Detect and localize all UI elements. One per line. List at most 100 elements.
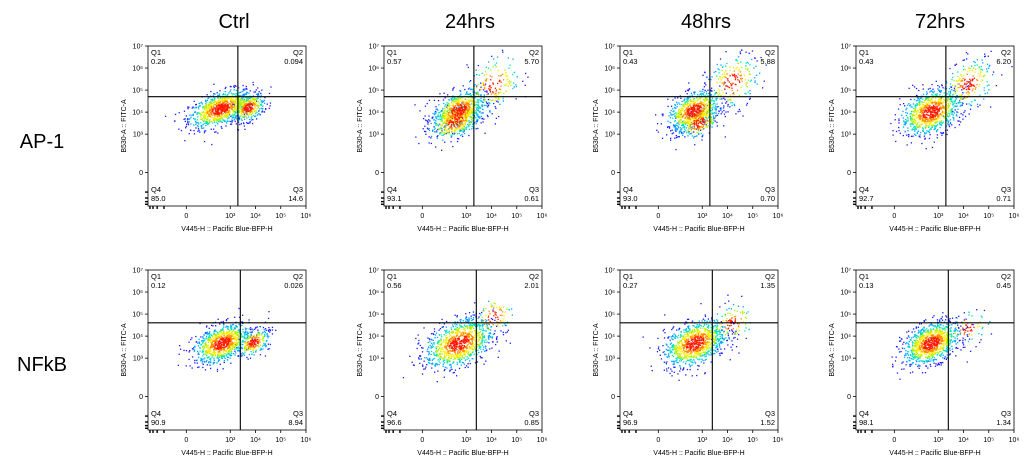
event-point <box>471 107 473 109</box>
event-point <box>656 123 659 125</box>
event-point <box>205 121 207 123</box>
event-point <box>261 107 263 109</box>
event-point <box>962 102 964 105</box>
event-point <box>910 98 912 101</box>
event-point <box>959 77 961 79</box>
event-point <box>177 364 179 366</box>
event-point <box>441 129 443 132</box>
event-point <box>459 95 461 97</box>
event-point <box>257 100 259 103</box>
event-point <box>204 106 206 108</box>
event-point <box>494 106 496 108</box>
event-point <box>937 110 939 113</box>
event-point <box>432 130 434 132</box>
event-point <box>726 99 729 101</box>
event-point <box>458 109 460 111</box>
event-point <box>483 83 485 85</box>
event-point <box>452 121 455 123</box>
event-point <box>660 123 662 125</box>
event-point <box>249 97 251 99</box>
event-point <box>455 116 457 118</box>
event-point <box>246 97 248 99</box>
event-point <box>445 122 447 124</box>
event-point <box>733 93 735 95</box>
event-point <box>485 101 487 103</box>
event-point <box>184 118 186 120</box>
event-point <box>689 104 691 106</box>
event-point <box>224 93 227 96</box>
event-point <box>464 108 467 110</box>
event-point <box>713 89 715 92</box>
event-point <box>937 103 939 105</box>
event-point <box>696 112 698 114</box>
event-point <box>678 111 680 113</box>
event-point <box>898 122 900 124</box>
event-point <box>972 75 974 77</box>
event-point <box>962 77 964 80</box>
event-point <box>700 125 702 127</box>
event-point <box>741 77 743 80</box>
event-point <box>227 112 229 114</box>
event-point <box>222 119 224 121</box>
event-point <box>986 68 988 70</box>
event-point <box>441 132 443 134</box>
event-point <box>934 108 936 110</box>
event-point <box>236 109 238 111</box>
event-point <box>910 142 912 144</box>
quadrant-name-q1: Q1 <box>387 48 397 57</box>
event-point <box>732 67 735 69</box>
event-point <box>463 119 465 122</box>
event-point <box>704 116 707 118</box>
event-point <box>937 110 939 112</box>
y-axis-label: B530-A :: FITC-A <box>829 99 836 153</box>
event-point <box>443 112 445 114</box>
event-point <box>926 117 928 119</box>
y-tick-label: 10⁷ <box>369 44 380 51</box>
event-point <box>450 141 452 143</box>
event-point <box>454 117 456 119</box>
event-point <box>918 124 921 126</box>
event-point <box>931 108 933 110</box>
event-point <box>675 127 677 129</box>
event-point <box>953 117 955 119</box>
event-point <box>706 106 708 108</box>
event-point <box>463 127 465 129</box>
event-point <box>921 109 923 111</box>
event-point <box>464 112 467 115</box>
quadrant-value-q3: 0.71 <box>996 194 1011 203</box>
event-point <box>955 114 957 116</box>
event-point <box>459 124 461 126</box>
event-point <box>227 120 229 122</box>
event-point <box>422 128 424 130</box>
x-tick-label: 10³ <box>697 213 708 220</box>
event-point <box>932 125 934 127</box>
event-point <box>247 97 249 99</box>
event-point <box>234 103 236 105</box>
event-point <box>930 90 932 92</box>
event-point <box>230 86 232 88</box>
event-point <box>680 113 682 115</box>
event-point <box>716 106 718 108</box>
event-point <box>460 104 462 106</box>
event-point <box>263 111 266 113</box>
event-point <box>929 105 931 107</box>
event-point <box>433 99 436 101</box>
event-point <box>957 108 959 110</box>
event-point <box>206 108 208 110</box>
event-point <box>936 107 939 109</box>
event-point <box>739 74 741 77</box>
event-point <box>465 106 467 108</box>
event-point <box>966 82 968 85</box>
event-point <box>704 121 706 123</box>
event-point <box>450 115 453 117</box>
event-point <box>234 100 236 102</box>
event-point <box>466 101 468 103</box>
event-point <box>221 117 223 119</box>
event-point <box>919 99 921 101</box>
event-point <box>440 110 442 112</box>
event-point <box>471 112 473 114</box>
event-point <box>693 98 695 100</box>
event-point <box>255 106 257 109</box>
event-point <box>480 86 482 88</box>
event-point <box>969 70 971 72</box>
